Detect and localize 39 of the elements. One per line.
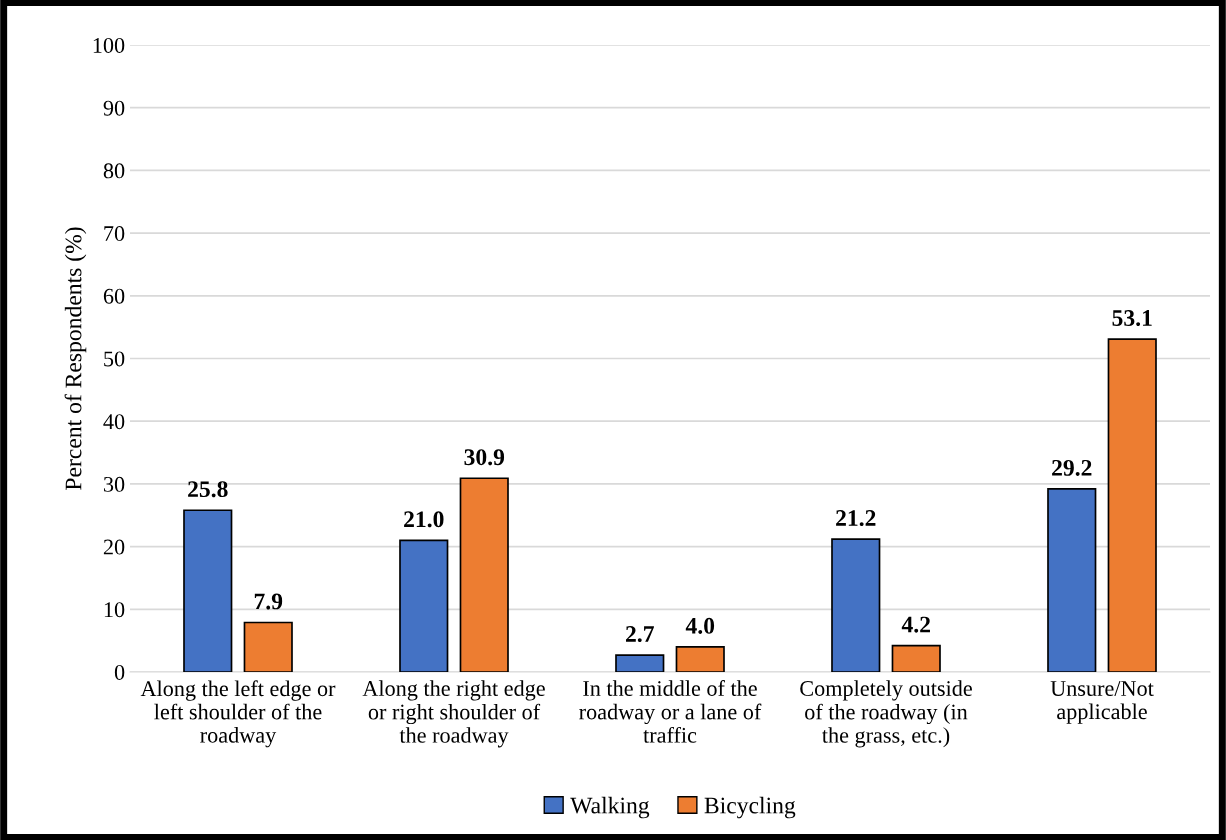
text: 53.1 [1112,310,1152,327]
bar [891,644,941,672]
text: 25.8 [188,481,228,498]
bar [243,621,293,672]
y-tick-label: 90 [103,100,125,116]
bar [183,509,233,672]
x-tick-label: In the middle of the roadway or a lane of traffic [579,680,762,743]
text: 4.2 [901,616,930,633]
y-tick-label: 30 [103,476,125,492]
x-tick-label: Along the left edge or left shoulder of the roadway [140,680,336,748]
bar [459,477,509,672]
legend-label: Bicycling [704,796,796,819]
x-tick-label: Along the right edge or right shoulder of the roadway [362,680,545,748]
legend-label: Walking [570,796,650,819]
text: 4.0 [685,617,715,634]
y-tick-label: 80 [103,163,125,179]
x-tick-label: Completely outside of the roadway (in the grass, etc.) [800,680,972,748]
x-tick-label: Unsure/Not applicable [1050,681,1154,724]
text: 30.9 [464,449,505,466]
y-tick-label: 70 [104,226,125,242]
text: 29.2 [1052,459,1092,476]
text: 2.7 [626,626,654,643]
y-tick-label: 60 [103,288,125,304]
y-tick-label: 50 [104,351,125,367]
text: 7.9 [254,593,283,610]
y-tick-label: 0 [114,664,125,680]
y-tick-label: 100 [93,37,125,53]
y-tick-label: 10 [104,602,125,618]
bar [615,654,665,672]
y-tick-label: 20 [103,539,125,555]
bar [1047,488,1097,672]
bar [399,539,449,672]
y-axis-title: Percent of Respondents (%) [64,227,87,490]
bar [675,646,725,672]
text: 21.2 [836,510,876,527]
bar [831,538,881,672]
bar [1107,338,1157,672]
y-tick-label: 40 [103,414,125,430]
text: 21.0 [404,511,444,528]
